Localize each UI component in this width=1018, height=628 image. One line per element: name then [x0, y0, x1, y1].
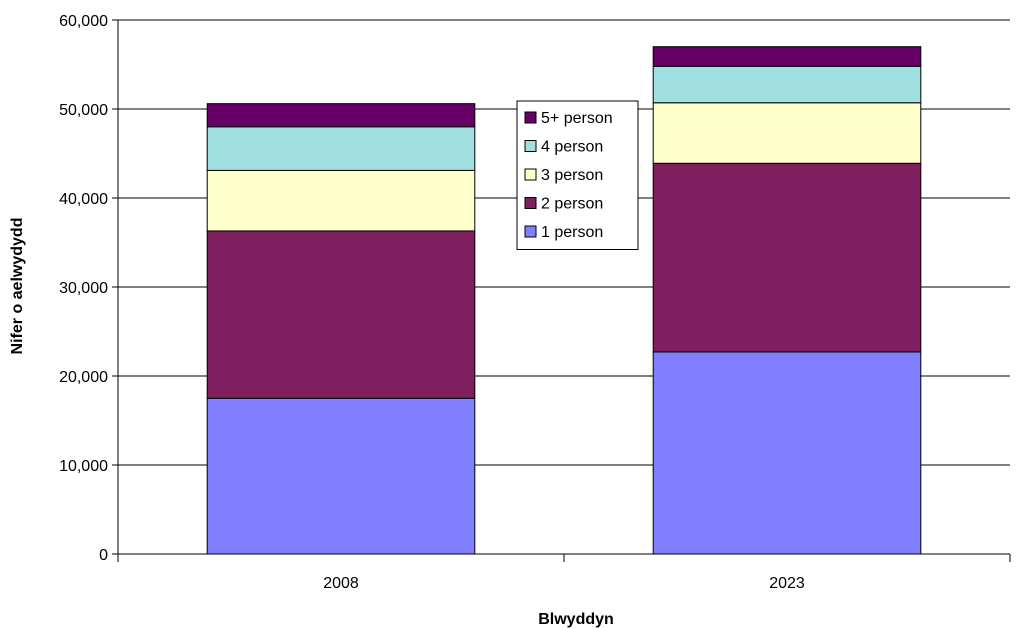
x-axis-title: Blwyddyn — [538, 611, 614, 628]
legend-label: 2 person — [541, 196, 603, 213]
bar-2008-2-person — [206, 230, 476, 399]
y-tick-label: 50,000 — [59, 102, 108, 119]
legend-label: 5+ person — [541, 110, 613, 127]
axes — [112, 19, 1011, 562]
legend-swatch — [524, 111, 537, 124]
bar-2008-4-person — [206, 126, 476, 171]
legend-swatch — [524, 140, 537, 152]
y-tick-label: 40,000 — [59, 191, 108, 208]
legend-label: 4 person — [541, 139, 603, 156]
bar-2008-3-person — [206, 169, 476, 232]
legend-label: 3 person — [541, 167, 603, 184]
y-tick-label: 30,000 — [59, 280, 108, 297]
y-tick-labels: 0 10,000 20,000 30,000 40,000 50,000 60,000 — [59, 13, 108, 564]
bar-2023-1-person — [652, 351, 922, 555]
y-tick-label: 60,000 — [59, 13, 108, 30]
y-tick-label: 0 — [99, 547, 108, 564]
legend-box — [516, 100, 639, 250]
bar-2008-5-person — [206, 103, 476, 128]
bar-2023-4-person — [652, 65, 922, 104]
bar-2023-5-person — [652, 46, 922, 67]
x-tick-labels: 2008 2023 — [323, 575, 805, 592]
legend-label: 1 person — [541, 224, 603, 241]
legend-swatch — [524, 197, 537, 209]
x-tick-label: 2008 — [323, 575, 359, 592]
bars — [206, 46, 922, 555]
y-axis-title: Nifer o aelwydydd — [9, 218, 26, 355]
bar-2023-3-person — [652, 102, 922, 164]
legend-swatch — [524, 168, 537, 181]
y-tick-label: 20,000 — [59, 369, 108, 386]
legend-swatch — [524, 225, 537, 238]
y-tick-label: 10,000 — [59, 458, 108, 475]
bar-2008-1-person — [206, 397, 476, 555]
x-tick-label: 2023 — [769, 575, 805, 592]
legend: 5+ person 4 person 3 person 2 person 1 perso… — [516, 100, 639, 250]
bar-2023-2-person — [652, 162, 922, 353]
